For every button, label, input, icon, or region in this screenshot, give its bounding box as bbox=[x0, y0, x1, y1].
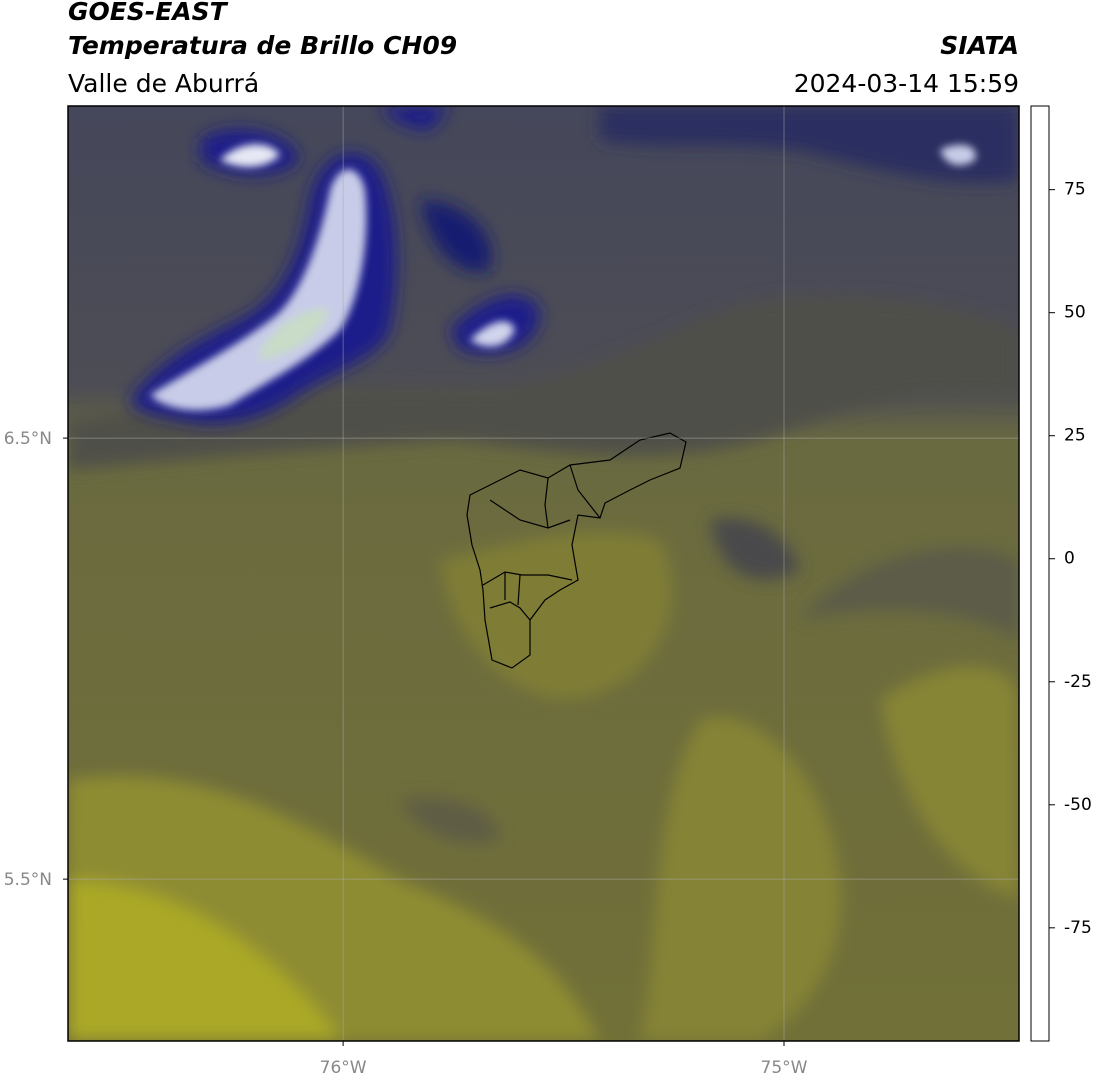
satellite-image bbox=[68, 106, 1019, 1041]
timestamp: 2024-03-14 15:59 bbox=[794, 69, 1019, 98]
colorbar-tick-label: -50 bbox=[1064, 795, 1092, 815]
colorbar bbox=[1030, 105, 1050, 1042]
colorbar-tick-label: -25 bbox=[1064, 672, 1092, 692]
x-tick-label: 76°W bbox=[320, 1058, 367, 1078]
y-tick-label: 6.5°N bbox=[4, 429, 52, 449]
colorbar-tick-label: 50 bbox=[1064, 303, 1086, 323]
colorbar-tick-label: 25 bbox=[1064, 426, 1086, 446]
title: GOES-EAST bbox=[68, 0, 229, 26]
colorbar-tick-label: 0 bbox=[1064, 549, 1075, 569]
map-frame bbox=[67, 105, 1020, 1042]
source: SIATA bbox=[940, 31, 1019, 60]
region: Valle de Aburrá bbox=[68, 69, 259, 98]
watershed-outline bbox=[466, 432, 687, 669]
y-tick-label: 5.5°N bbox=[4, 870, 52, 890]
subtitle: Temperatura de Brillo CH09 bbox=[68, 31, 457, 60]
x-tick-label: 75°W bbox=[761, 1058, 808, 1078]
colorbar-tick-label: -75 bbox=[1064, 918, 1092, 938]
colorbar-tick-label: 75 bbox=[1064, 180, 1086, 200]
grid bbox=[68, 106, 1019, 1041]
